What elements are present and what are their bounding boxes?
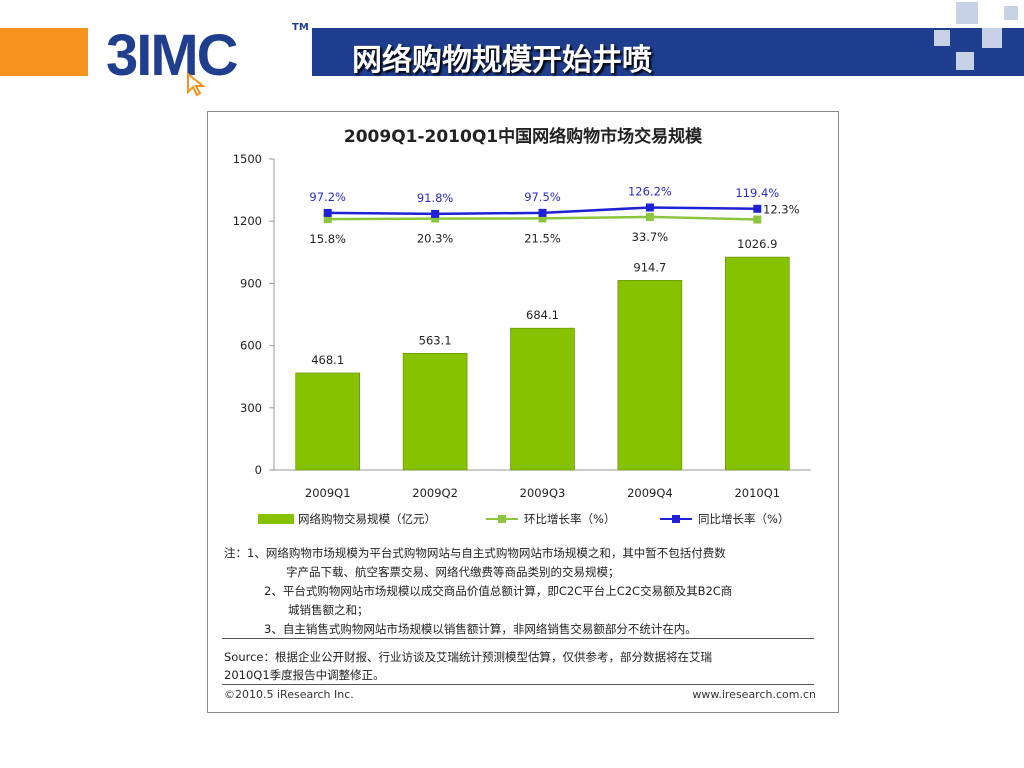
- notes-divider: [222, 638, 814, 639]
- bar-2009Q1: [295, 372, 360, 471]
- source-line-2: 2010Q1季度报告中调整修正。: [224, 668, 385, 682]
- legend-mom-label: 环比增长率（%）: [524, 512, 615, 526]
- bar-value-label: 563.1: [419, 333, 452, 347]
- chart-svg: 2009Q1-2010Q1中国网络购物市场交易规模 0 300 600 900 1200…: [233, 126, 811, 526]
- series-point: [753, 204, 762, 213]
- y-tick-label: 300: [240, 401, 262, 415]
- chart-source: Source：根据企业公开财报、行业访谈及艾瑞统计预测模型估算，仅供参考，部分数…: [224, 648, 824, 684]
- y-tick-label: 600: [240, 339, 262, 353]
- legend-mom-marker: [498, 515, 506, 523]
- header-orange-block: [0, 28, 88, 76]
- series-point-label: 91.8%: [417, 191, 454, 205]
- logo-text: 3IMC: [106, 23, 239, 88]
- series-point-label: 119.4%: [735, 186, 779, 200]
- x-tick-label: 2010Q1: [734, 486, 780, 500]
- chart-notes: 注：1、网络购物市场规模为平台式购物网站与自主式购物网站市场规模之和，其中暂不包…: [224, 544, 824, 639]
- note-3: 3、自主销售式购物网站市场规模以销售额计算，非网络销售交易额部分不统计在内。: [264, 622, 697, 636]
- note-2: 2、平台式购物网站市场规模以成交商品价值总额计算，即C2C平台上C2C交易额及其…: [264, 584, 733, 598]
- deco-square: [956, 2, 978, 24]
- chart-title: 2009Q1-2010Q1中国网络购物市场交易规模: [344, 126, 703, 147]
- bar-value-label: 468.1: [311, 353, 344, 367]
- legend-yoy-label: 同比增长率（%）: [698, 512, 789, 526]
- copyright: ©2010.5 iResearch Inc.: [224, 688, 354, 701]
- bar-2009Q4: [617, 280, 683, 471]
- source-divider: [222, 684, 814, 685]
- series-point: [645, 212, 654, 221]
- legend-yoy-marker: [672, 515, 680, 523]
- series-point-label: 21.5%: [524, 231, 561, 245]
- series-point-label: 12.3%: [763, 203, 800, 217]
- series-point: [431, 214, 440, 223]
- source-url: www.iresearch.com.cn: [692, 688, 816, 701]
- bar-2009Q3: [510, 327, 575, 471]
- series-point: [753, 215, 762, 224]
- bar-value-label: 684.1: [526, 308, 559, 322]
- logo-trademark: TM: [292, 22, 309, 33]
- legend-bar-swatch: [258, 514, 294, 524]
- series-point: [323, 215, 332, 224]
- y-tick-label: 0: [255, 463, 262, 477]
- x-tick-label: 2009Q1: [305, 486, 351, 500]
- y-tick-label: 1500: [233, 152, 262, 166]
- bar-value-label: 1026.9: [737, 237, 777, 251]
- deco-square: [956, 52, 974, 70]
- note-2-cont: 城销售额之和；: [288, 603, 369, 617]
- deco-square: [982, 28, 1002, 48]
- deco-square: [934, 30, 950, 46]
- series-point-label: 33.7%: [632, 230, 669, 244]
- bar-value-label: 914.7: [633, 260, 666, 274]
- legend-bar-label: 网络购物交易规模（亿元）: [298, 512, 436, 526]
- series-point-label: 126.2%: [628, 184, 672, 198]
- series-point-label: 97.2%: [309, 190, 346, 204]
- x-tick-label: 2009Q2: [412, 486, 458, 500]
- chart-figure: 2009Q1-2010Q1中国网络购物市场交易规模 0 300 600 900 1200…: [207, 111, 839, 713]
- header-bar: [312, 28, 1024, 76]
- series-point: [645, 203, 654, 212]
- x-tick-label: 2009Q3: [520, 486, 566, 500]
- source-line-1: Source：根据企业公开财报、行业访谈及艾瑞统计预测模型估算，仅供参考，部分数…: [224, 650, 712, 664]
- series-point: [538, 208, 547, 217]
- series-point-label: 15.8%: [309, 232, 346, 246]
- note-1-cont: 字产品下载、航空客票交易、网络代缴费等商品类别的交易规模；: [286, 565, 620, 579]
- y-tick-label: 1200: [233, 214, 262, 228]
- cursor-arrow-icon: [187, 72, 206, 97]
- series-point-label: 20.3%: [417, 232, 454, 246]
- bimc-logo: 3IMC TM: [104, 20, 314, 100]
- series-point: [323, 208, 332, 217]
- x-tick-label: 2009Q4: [627, 486, 673, 500]
- series-point-label: 97.5%: [524, 190, 561, 204]
- slide-title: 网络购物规模开始井喷: [352, 43, 652, 78]
- bar-2009Q2: [402, 352, 468, 471]
- note-1: 注：1、网络购物市场规模为平台式购物网站与自主式购物网站市场规模之和，其中暂不包…: [224, 546, 726, 560]
- chart-legend: 网络购物交易规模（亿元） 环比增长率（%） 同比增长率（%）: [258, 512, 789, 526]
- deco-square: [1004, 6, 1018, 20]
- y-tick-label: 900: [240, 276, 262, 290]
- series-point: [431, 209, 440, 218]
- bar-2010Q1: [724, 256, 790, 471]
- series-point: [538, 214, 547, 223]
